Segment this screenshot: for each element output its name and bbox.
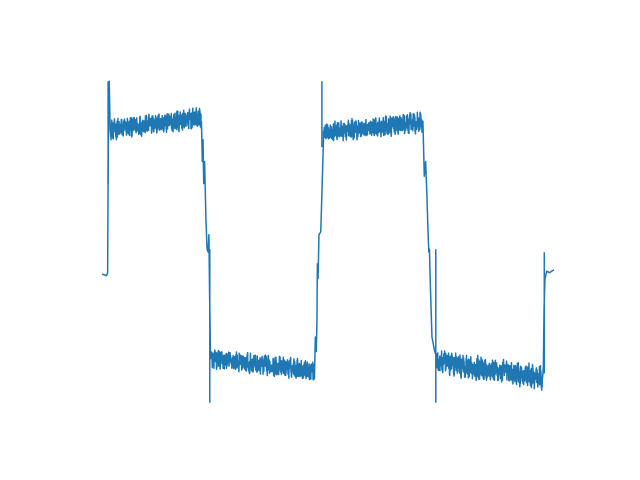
plot-area <box>101 80 555 403</box>
series-line-0 <box>101 80 555 391</box>
